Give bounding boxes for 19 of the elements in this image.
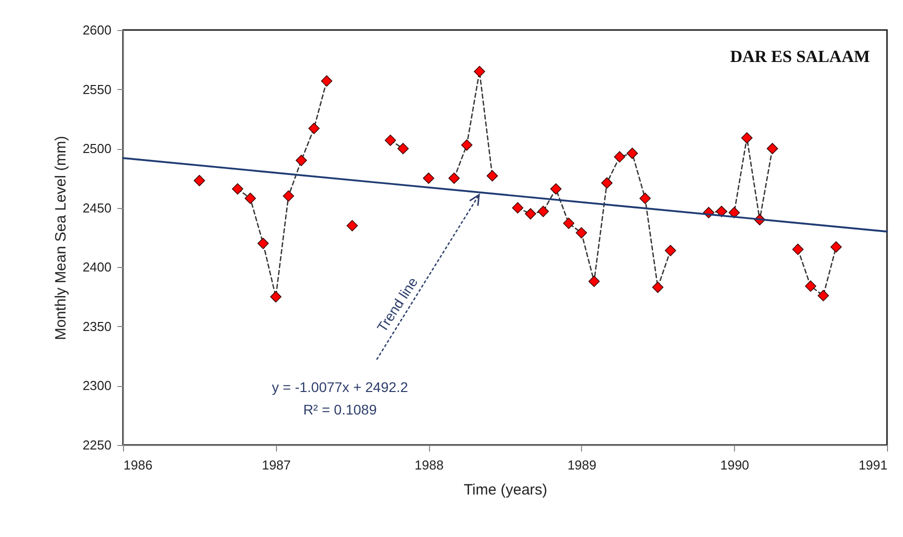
- annotation: R² = 0.1089: [303, 402, 377, 418]
- y-tick-label: 2600: [82, 22, 112, 38]
- y-axis-title: Monthly Mean Sea Level (mm): [52, 136, 70, 340]
- x-axis-title: Time (years): [464, 482, 548, 498]
- y-tick-label: 2550: [82, 82, 112, 97]
- y-tick-label: 2500: [82, 141, 112, 156]
- y-tick-label: 2250: [82, 438, 112, 452]
- annotation: y = -1.0077x + 2492.2: [272, 379, 408, 396]
- x-tick-label: 1991: [858, 458, 888, 472]
- x-tick-label: 1988: [414, 458, 444, 472]
- y-tick-label: 2350: [82, 318, 112, 334]
- y-tick-label: 2450: [82, 200, 112, 216]
- y-tick-label: 2300: [82, 378, 112, 394]
- x-tick-label: 1989: [567, 458, 596, 472]
- y-tick-label: 2400: [82, 260, 112, 275]
- x-tick-label: 1987: [262, 458, 291, 472]
- x-tick-label: 1990: [720, 458, 750, 472]
- x-tick-label: 1986: [124, 458, 152, 472]
- text: DAR ES SALAAM: [730, 47, 870, 66]
